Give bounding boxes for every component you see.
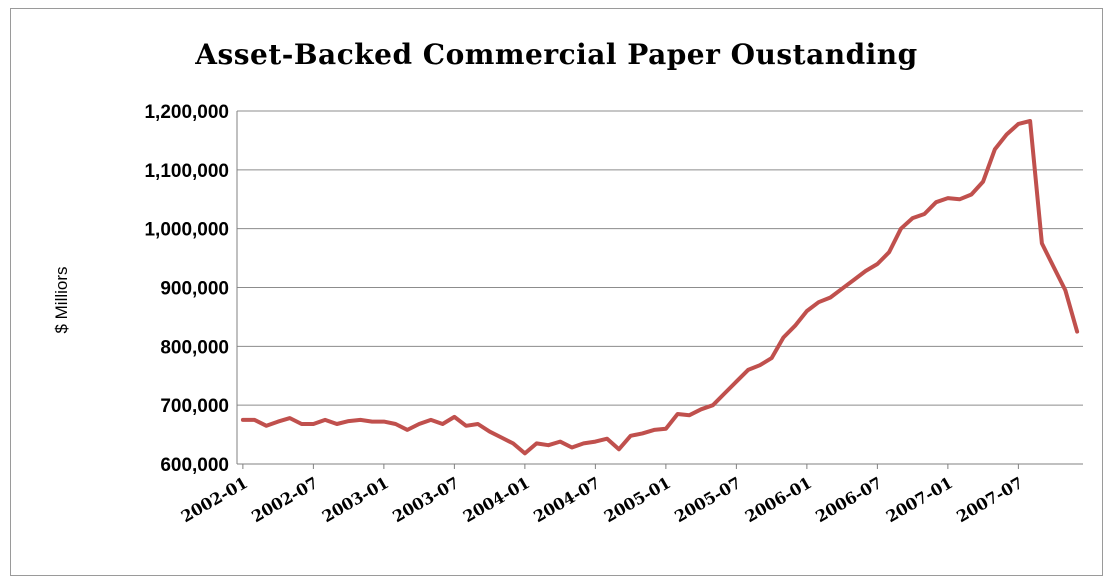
x-tick-labels: 2002-012002-072003-012003-072004-012004-… bbox=[178, 464, 1026, 526]
x-tick-label: 2002-01 bbox=[178, 473, 251, 526]
series-group bbox=[240, 119, 1080, 456]
gridlines bbox=[236, 110, 1083, 465]
y-tick-label: 600,000 bbox=[160, 455, 229, 476]
y-tick-label: 800,000 bbox=[160, 337, 229, 358]
y-tick-label: 900,000 bbox=[160, 279, 229, 300]
chart-title: Asset-Backed Commercial Paper Oustanding bbox=[195, 38, 918, 71]
series-line bbox=[240, 119, 1080, 456]
x-tick-label: 2002-07 bbox=[248, 473, 321, 526]
x-tick-label: 2004-01 bbox=[460, 473, 533, 526]
x-tick-label: 2005-07 bbox=[671, 473, 744, 526]
y-tick-label: 700,000 bbox=[160, 396, 229, 417]
y-tick-labels: 600,000 700,000 800,000 900,000 1,000,000 1,1… bbox=[144, 102, 229, 476]
chart-frame bbox=[10, 8, 1103, 576]
y-tick-label: 1,000,000 bbox=[144, 220, 229, 241]
x-tick-label: 2003-01 bbox=[319, 473, 392, 526]
x-tick-label: 2006-07 bbox=[812, 473, 885, 526]
y-tick-label: 1,200,000 bbox=[144, 102, 229, 123]
x-tick-label: 2005-01 bbox=[601, 473, 674, 526]
x-tick-label: 2004-07 bbox=[530, 473, 603, 526]
y-tick-label: 1,100,000 bbox=[144, 161, 229, 182]
x-tick-label: 2007-01 bbox=[883, 473, 956, 526]
x-tick-label: 2006-01 bbox=[742, 473, 815, 526]
x-tick-label: 2007-07 bbox=[953, 473, 1026, 526]
x-tick-label: 2003-07 bbox=[389, 473, 462, 526]
